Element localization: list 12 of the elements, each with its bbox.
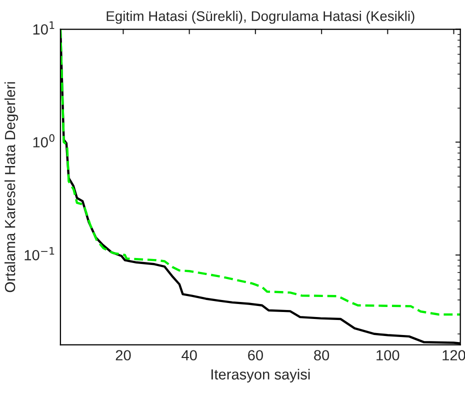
x-tick-label: 120 bbox=[442, 350, 465, 360]
x-tick-label: 20 bbox=[116, 350, 131, 360]
y-tick-label: 10$^{−1}$ bbox=[24, 247, 54, 260]
x-tick-label: 100 bbox=[376, 350, 400, 360]
y-tick-label: 10$^{1}$ bbox=[33, 21, 54, 35]
x-axis-title: Iterasyon sayisi bbox=[212, 368, 310, 382]
y-axis-title: Ortalama Karesel Hata Degerleri bbox=[4, 82, 18, 292]
x-tick-label: 40 bbox=[182, 350, 197, 360]
y-tick-label: 10$^{0}$ bbox=[33, 134, 54, 148]
chart-title: Egitim Hatasi (Sürekli), Dogrulama Hatasi (Kesikli) bbox=[106, 10, 414, 24]
x-tick-label: 80 bbox=[314, 350, 330, 360]
x-tick-label: 60 bbox=[248, 350, 263, 360]
